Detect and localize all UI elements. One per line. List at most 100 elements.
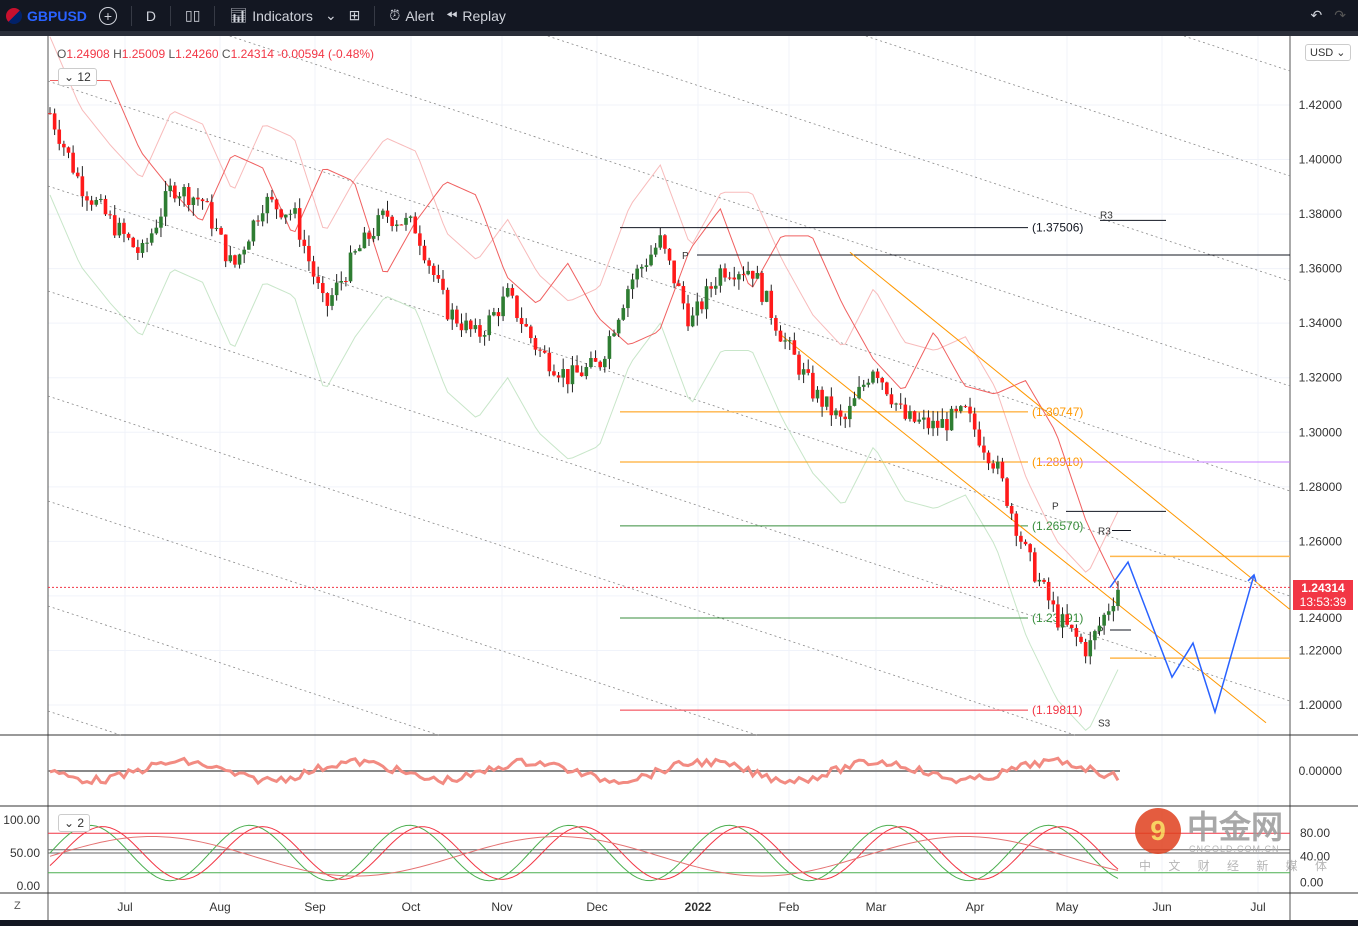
candle-body — [270, 196, 274, 200]
candle-body — [908, 411, 912, 419]
interval-button[interactable]: D — [145, 7, 157, 24]
stoch-d-line — [49, 826, 1119, 880]
candle-body — [149, 233, 154, 243]
oscillator-line — [49, 756, 1120, 786]
candle-body — [681, 286, 686, 304]
candle-body — [1037, 579, 1042, 582]
candle-body — [644, 265, 649, 267]
candle-body — [552, 371, 556, 376]
candle-body — [690, 315, 695, 327]
candle-body — [820, 389, 824, 407]
candle-body — [1023, 541, 1028, 545]
candle-body — [524, 324, 529, 327]
pane1-tick: 0.00000 — [1299, 764, 1343, 778]
candle-body — [89, 200, 94, 205]
lower-band — [49, 194, 1119, 731]
regression-channel-line — [47, 395, 1076, 736]
candle-body — [741, 274, 746, 276]
price-tick: 1.38000 — [1299, 207, 1343, 221]
candle-body — [1106, 611, 1111, 615]
candle-body — [1079, 636, 1083, 642]
candle-body — [66, 147, 71, 153]
price-tick: 1.42000 — [1299, 98, 1343, 112]
candle-body — [330, 295, 334, 306]
pane2-left-tick: 50.00 — [10, 846, 40, 860]
price-chart[interactable]: 1.42000 1.40000 1.38000 1.36000 1.34000 1.320… — [0, 36, 1358, 920]
regression-channel-line — [547, 36, 1291, 282]
candle-body — [917, 419, 921, 422]
candle-body — [982, 445, 986, 453]
pane2-left-tick: 100.00 — [3, 813, 40, 827]
candle-body — [1028, 544, 1032, 553]
candle-body — [718, 268, 723, 286]
forecast-path — [1109, 560, 1255, 715]
candle-body — [686, 303, 690, 327]
candle-body — [186, 187, 191, 206]
candle-body — [210, 202, 214, 229]
indicators-collapse-toggle[interactable]: ⌄ 12 — [58, 68, 97, 86]
layout-button[interactable]: ⊞ — [343, 7, 367, 24]
candle-body — [75, 172, 80, 177]
candle-body — [593, 358, 598, 362]
candle-body — [371, 236, 376, 239]
candle-body — [635, 268, 639, 280]
compare-add-button[interactable]: + — [93, 6, 123, 25]
candle-body — [727, 277, 732, 279]
candle-body — [898, 403, 903, 405]
fib-level-label: (1.30747) — [1032, 405, 1083, 419]
candle-body — [972, 413, 977, 430]
candle-body — [769, 290, 774, 318]
regression-channel-line — [47, 710, 121, 736]
candle-body — [80, 176, 85, 197]
candle-body — [381, 210, 385, 216]
candle-body — [672, 260, 676, 284]
candle-body — [912, 411, 917, 422]
candle-body — [792, 340, 797, 355]
symbol-button[interactable]: GBPUSD — [0, 7, 93, 24]
candle-body — [977, 429, 982, 446]
chart-type-button[interactable]: ▯▯ — [179, 7, 206, 24]
low-value: 1.24260 — [175, 47, 219, 61]
candle-body — [533, 338, 538, 350]
candle-body — [71, 152, 75, 173]
candle-body — [362, 232, 367, 249]
candle-body — [131, 237, 136, 248]
bottom-border — [0, 920, 1358, 926]
time-tick: Jul — [117, 900, 132, 914]
candle-body — [325, 293, 330, 306]
candle-body — [945, 419, 949, 431]
candle-body — [205, 201, 209, 203]
candle-body — [949, 408, 954, 431]
currency-selector[interactable]: USD ⌄ — [1305, 44, 1351, 61]
candle-body — [589, 358, 593, 368]
candle-body — [418, 233, 422, 246]
pane2-collapse-toggle[interactable]: ⌄ 2 — [58, 814, 91, 832]
candle-body — [704, 286, 709, 310]
candle-body — [1042, 579, 1046, 582]
alert-button[interactable]: ⏰︎ Alert — [389, 7, 435, 24]
candle-body — [806, 369, 811, 373]
candle-body — [639, 266, 644, 269]
redo-button[interactable]: ↷ — [1328, 7, 1352, 24]
candle-body — [861, 384, 866, 387]
candle-body — [774, 317, 778, 331]
candle-body — [995, 461, 1000, 469]
candle-body — [1069, 624, 1074, 629]
timezone-button[interactable]: Z — [14, 900, 21, 912]
candle-body — [302, 239, 307, 246]
candle-body — [505, 287, 510, 297]
regression-channel-line — [865, 36, 1291, 177]
candle-body — [233, 255, 237, 265]
candle-body — [482, 335, 487, 337]
undo-button[interactable]: ↶ — [1305, 7, 1329, 24]
candle-body — [283, 214, 288, 218]
indicators-dropdown[interactable]: ⌄ — [319, 7, 343, 24]
indicators-button[interactable]: 📊︎ Indicators — [229, 7, 313, 24]
replay-button[interactable]: ⏪︎ Replay — [446, 7, 506, 24]
candle-body — [630, 279, 635, 290]
fib-level-label: (1.19811) — [1032, 703, 1082, 717]
change-value: -0.00594 (-0.48%) — [277, 47, 375, 61]
candle-body — [866, 382, 871, 385]
candle-body — [1116, 589, 1120, 606]
candle-body — [570, 365, 575, 385]
